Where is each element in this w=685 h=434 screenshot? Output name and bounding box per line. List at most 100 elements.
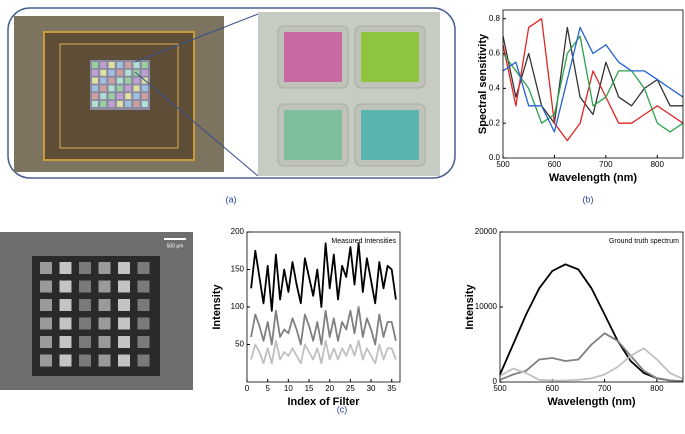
y-tick-label: 100	[231, 302, 245, 311]
series-line	[250, 242, 397, 312]
x-axis-label: Wavelength (nm)	[547, 396, 636, 408]
array-cell	[98, 280, 111, 293]
y-tick-label: 0.6	[489, 49, 501, 58]
plot-frame	[502, 9, 684, 159]
x-tick-label: 500	[496, 160, 510, 169]
mosaic-cell	[125, 85, 132, 92]
y-tick-label: 0.4	[489, 83, 501, 92]
x-tick-label: 25	[346, 384, 355, 393]
chip-die	[43, 31, 195, 161]
series-line	[502, 18, 684, 142]
mosaic-cell	[100, 69, 107, 76]
mosaic-cell	[92, 69, 98, 76]
plot-frame	[246, 231, 401, 383]
x-tick-label: 600	[546, 384, 560, 393]
series-line	[502, 26, 684, 133]
array-cell	[59, 317, 72, 330]
series-line	[250, 339, 397, 365]
plot-frame	[499, 231, 684, 383]
mosaic-cell	[100, 85, 107, 92]
mosaic-cell	[133, 85, 140, 92]
array-cell	[118, 336, 130, 348]
mosaic-cell	[92, 101, 98, 107]
pixel-filter	[361, 32, 419, 82]
array-cell	[79, 262, 91, 274]
series-line	[250, 306, 397, 346]
mosaic-cell	[125, 101, 132, 107]
mosaic-cell	[116, 85, 123, 92]
mosaic-cell	[100, 101, 107, 107]
x-tick-label: 700	[598, 384, 612, 393]
x-tick-label: 800	[651, 160, 665, 169]
array-cell	[137, 280, 150, 293]
array-cell	[40, 317, 52, 330]
mosaic-cell	[108, 77, 115, 84]
mosaic-cell	[141, 69, 148, 76]
x-tick-label: 35	[387, 384, 396, 393]
mosaic-cell	[116, 62, 123, 68]
array-cell	[118, 262, 130, 274]
mosaic-cell	[116, 93, 123, 100]
array-cell	[98, 336, 111, 348]
array-cell	[59, 280, 72, 293]
x-tick-label: 10	[284, 384, 293, 393]
mosaic-cell	[133, 93, 140, 100]
array-cell	[79, 336, 91, 348]
mosaic-cell	[108, 93, 115, 100]
panel-label: (b)	[583, 194, 594, 204]
y-tick-label: 0.2	[489, 118, 501, 127]
mosaic-cell	[108, 62, 115, 68]
x-tick-label: 30	[367, 384, 376, 393]
array-cell	[137, 354, 150, 367]
y-tick-label: 10000	[475, 302, 498, 311]
pixel-filter	[284, 110, 342, 160]
array-cell	[137, 317, 150, 330]
mosaic-cell	[92, 62, 98, 68]
y-tick-label: 150	[231, 265, 245, 274]
x-tick-label: 600	[548, 160, 562, 169]
array-cell	[40, 354, 52, 367]
mosaic-cell	[141, 101, 148, 107]
mosaic-cell	[108, 85, 115, 92]
mosaic-cell	[133, 77, 140, 84]
array-cell	[79, 280, 91, 293]
y-tick-label: 20000	[475, 227, 498, 236]
scale-bar-label: 500 μm	[167, 243, 184, 249]
array-cell	[59, 299, 72, 311]
x-axis-label: Wavelength (nm)	[549, 172, 638, 184]
annotation: Ground truth spectrum	[609, 238, 679, 245]
array-cell	[118, 299, 130, 311]
mosaic-cell	[116, 77, 123, 84]
mosaic-cell	[133, 101, 140, 107]
array-cell	[118, 317, 130, 330]
mosaic-cell	[100, 77, 107, 84]
x-tick-label: 700	[599, 160, 613, 169]
x-tick-label: 15	[305, 384, 314, 393]
y-tick-label: 0.0	[489, 153, 501, 162]
array-cell	[59, 354, 72, 367]
x-tick-label: 500	[493, 384, 507, 393]
array-cell	[137, 299, 150, 311]
array-cell	[40, 299, 52, 311]
x-axis-label: Index of Filter	[287, 396, 360, 408]
pixel-filter	[284, 32, 342, 82]
plots: 0.0 0.2 0.4 0.6 0.8 500 600 700 800 Wavelength (n…	[211, 9, 684, 408]
pixel-filter	[361, 110, 419, 160]
array-cell	[40, 262, 52, 274]
mosaic-cell	[141, 85, 148, 92]
annotation: Measured Intensities	[331, 238, 396, 245]
mosaic-cell	[133, 62, 140, 68]
mosaic-cell	[125, 93, 132, 100]
x-tick-label: 800	[650, 384, 664, 393]
array-cell	[98, 354, 111, 367]
array-cell	[137, 262, 150, 274]
array-cell	[118, 354, 130, 367]
array-cell	[40, 280, 52, 293]
mosaic-cell	[116, 69, 123, 76]
array-cell	[79, 317, 91, 330]
y-tick-label: 0.8	[489, 14, 501, 23]
series-line	[499, 332, 684, 383]
mosaic-cell	[92, 93, 98, 100]
mosaic-cell	[125, 77, 132, 84]
